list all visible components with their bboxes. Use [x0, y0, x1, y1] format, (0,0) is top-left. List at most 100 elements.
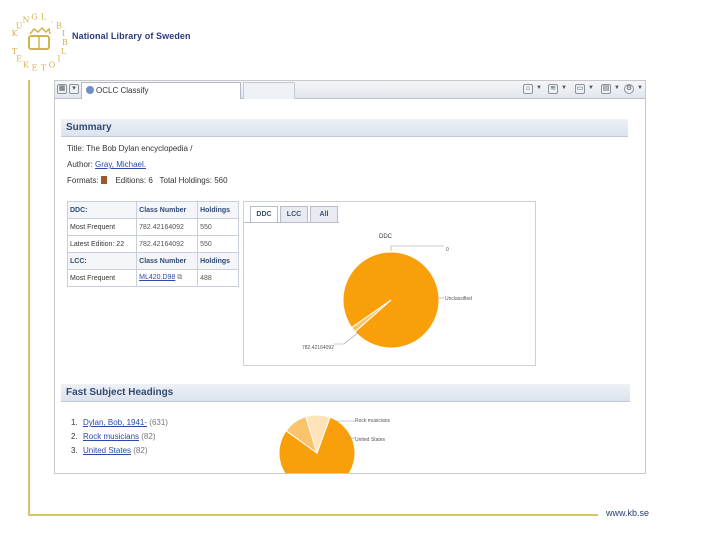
browser-screenshot: ▦ ▾ OCLC Classify ⌂ ▼ ≋ ▼ ▭ ▼ ▤ ▼ ⚙ ▼ Su… — [54, 80, 646, 474]
tools-dropdown-icon[interactable]: ▼ — [637, 85, 643, 91]
browser-tab-title: OCLC Classify — [96, 86, 149, 95]
page-dropdown-icon[interactable]: ▼ — [614, 85, 620, 91]
subject-link[interactable]: Rock musicians — [83, 432, 140, 441]
print-dropdown-icon[interactable]: ▼ — [588, 85, 594, 91]
ddc-header-row: DDC: Class Number Holdings — [66, 201, 239, 219]
subject-count: (631) — [149, 418, 168, 427]
list-number: 3. — [71, 446, 78, 455]
subject-link[interactable]: United States — [83, 446, 132, 455]
subject-count: (82) — [141, 432, 156, 441]
pie-label-rock: Rock musicians — [355, 418, 391, 424]
table-row: Most Frequent 782.42164092 550 — [66, 218, 239, 236]
holdings-header-cell: Holdings — [197, 201, 239, 219]
tab-lcc[interactable]: LCC — [280, 206, 308, 223]
logo-ring-letter: I — [62, 29, 65, 38]
lcc-class-link[interactable]: ML420.D98 — [139, 274, 176, 281]
external-link-icon[interactable]: ⧉ — [177, 274, 183, 281]
pie-label-class: 782.42164092 — [302, 345, 334, 351]
frame-line-bottom — [28, 514, 598, 516]
logo-ring-letter: K — [23, 61, 30, 70]
frame-line-left — [28, 80, 30, 516]
page-icon[interactable]: ▤ — [601, 84, 611, 94]
quick-tabs-icon[interactable]: ▦ — [57, 84, 67, 94]
print-icon[interactable]: ▭ — [575, 84, 585, 94]
lcc-header-cell: LCC: — [66, 252, 138, 270]
title-line: Title: The Bob Dylan encyclopedia / — [67, 144, 192, 153]
author-link[interactable]: Gray, Michael. — [95, 160, 147, 169]
author-label: Author: — [67, 160, 93, 169]
feeds-icon[interactable]: ≋ — [548, 84, 558, 94]
new-tab-button[interactable] — [243, 82, 295, 99]
formats-line: Formats: Editions: 6 Total Holdings: 560 — [67, 176, 228, 185]
ddc-chart-title: DDC — [379, 234, 392, 240]
table-cell: 550 — [197, 218, 239, 236]
class-number-header-cell: Class Number — [136, 201, 199, 219]
editions-label: Editions: — [115, 176, 147, 185]
list-item: 1. Dylan, Bob, 1941- (631) — [71, 418, 168, 427]
logo-ring-letter: L — [61, 47, 67, 56]
browser-tab-bar: ▦ ▾ OCLC Classify ⌂ ▼ ≋ ▼ ▭ ▼ ▤ ▼ ⚙ ▼ — [55, 81, 645, 99]
list-item: 3. United States (82) — [71, 446, 148, 455]
author-line: Author: Gray, Michael. — [67, 160, 146, 169]
table-cell: 550 — [197, 235, 239, 253]
classification-chart-panel: DDC LCC All DDC 0 Unclassified 782.42164… — [243, 201, 536, 366]
tab-all[interactable]: All — [310, 206, 338, 223]
logo-ring-letter: E — [32, 64, 38, 73]
subjects-pie-chart — [278, 414, 356, 474]
list-item: 2. Rock musicians (82) — [71, 432, 155, 441]
logo-ring-letter: U — [16, 21, 23, 30]
library-name: National Library of Sweden — [72, 31, 191, 41]
browser-tab-active[interactable]: OCLC Classify — [81, 82, 241, 99]
classification-table: DDC: Class Number Holdings Most Frequent… — [66, 201, 239, 287]
table-cell: Most Frequent — [66, 269, 138, 287]
holdings-header-cell: Holdings — [197, 252, 239, 270]
table-cell: Most Frequent — [66, 218, 138, 236]
table-cell: Latest Edition: 22 — [66, 235, 138, 253]
logo-ring-letter: T — [41, 64, 47, 73]
logo-ring-letter: K — [12, 29, 19, 38]
pie-label-unclassified: Unclassified — [445, 296, 472, 302]
table-cell: 488 — [197, 269, 239, 287]
table-cell: 782.42164092 — [136, 218, 199, 236]
summary-heading: Summary — [61, 119, 628, 137]
subject-link[interactable]: Dylan, Bob, 1941- — [83, 418, 148, 427]
logo-ring-letter: B — [56, 21, 62, 30]
title-value: The Bob Dylan encyclopedia / — [86, 144, 193, 153]
table-cell: 782.42164092 — [136, 235, 199, 253]
book-format-icon[interactable] — [100, 176, 107, 184]
feeds-dropdown-icon[interactable]: ▼ — [561, 85, 567, 91]
pie-slice[interactable] — [305, 414, 331, 455]
pie-leader-line — [334, 331, 360, 345]
home-icon[interactable]: ⌂ — [523, 84, 533, 94]
logo-ring-letter: I — [57, 55, 60, 64]
home-dropdown-icon[interactable]: ▼ — [536, 85, 542, 91]
logo-ring-letter: E — [16, 55, 22, 64]
logo-ring-letter: T — [12, 47, 18, 56]
total-holdings-value: 560 — [214, 176, 228, 185]
oclc-favicon — [86, 86, 94, 94]
tab-underline — [244, 222, 339, 223]
tab-ddc[interactable]: DDC — [250, 206, 278, 223]
tab-list-icon[interactable]: ▾ — [69, 84, 79, 94]
subject-count: (82) — [133, 446, 148, 455]
total-holdings-label: Total Holdings: — [159, 176, 212, 185]
pie-leader-line — [390, 245, 444, 251]
logo-ring-letter: L — [41, 12, 47, 21]
table-row: Most Frequent ML420.D98 ⧉ 488 — [66, 269, 239, 287]
list-number: 2. — [71, 432, 78, 441]
subjects-heading: Fast Subject Headings — [61, 384, 630, 402]
site-url[interactable]: www.kb.se — [606, 508, 650, 518]
lcc-header-row: LCC: Class Number Holdings — [66, 252, 239, 270]
ddc-header-cell: DDC: — [66, 201, 138, 219]
pie-label-zero: 0 — [446, 247, 449, 253]
formats-label: Formats: — [67, 176, 99, 185]
pie-slice[interactable] — [278, 416, 356, 474]
logo-ring-letter: . — [51, 16, 54, 25]
pie-slice[interactable] — [350, 299, 392, 333]
class-number-header-cell: Class Number — [136, 252, 199, 270]
tools-icon[interactable]: ⚙ — [624, 84, 634, 94]
pie-label-united-states: United States — [355, 437, 386, 443]
ddc-pie-chart — [334, 245, 444, 349]
